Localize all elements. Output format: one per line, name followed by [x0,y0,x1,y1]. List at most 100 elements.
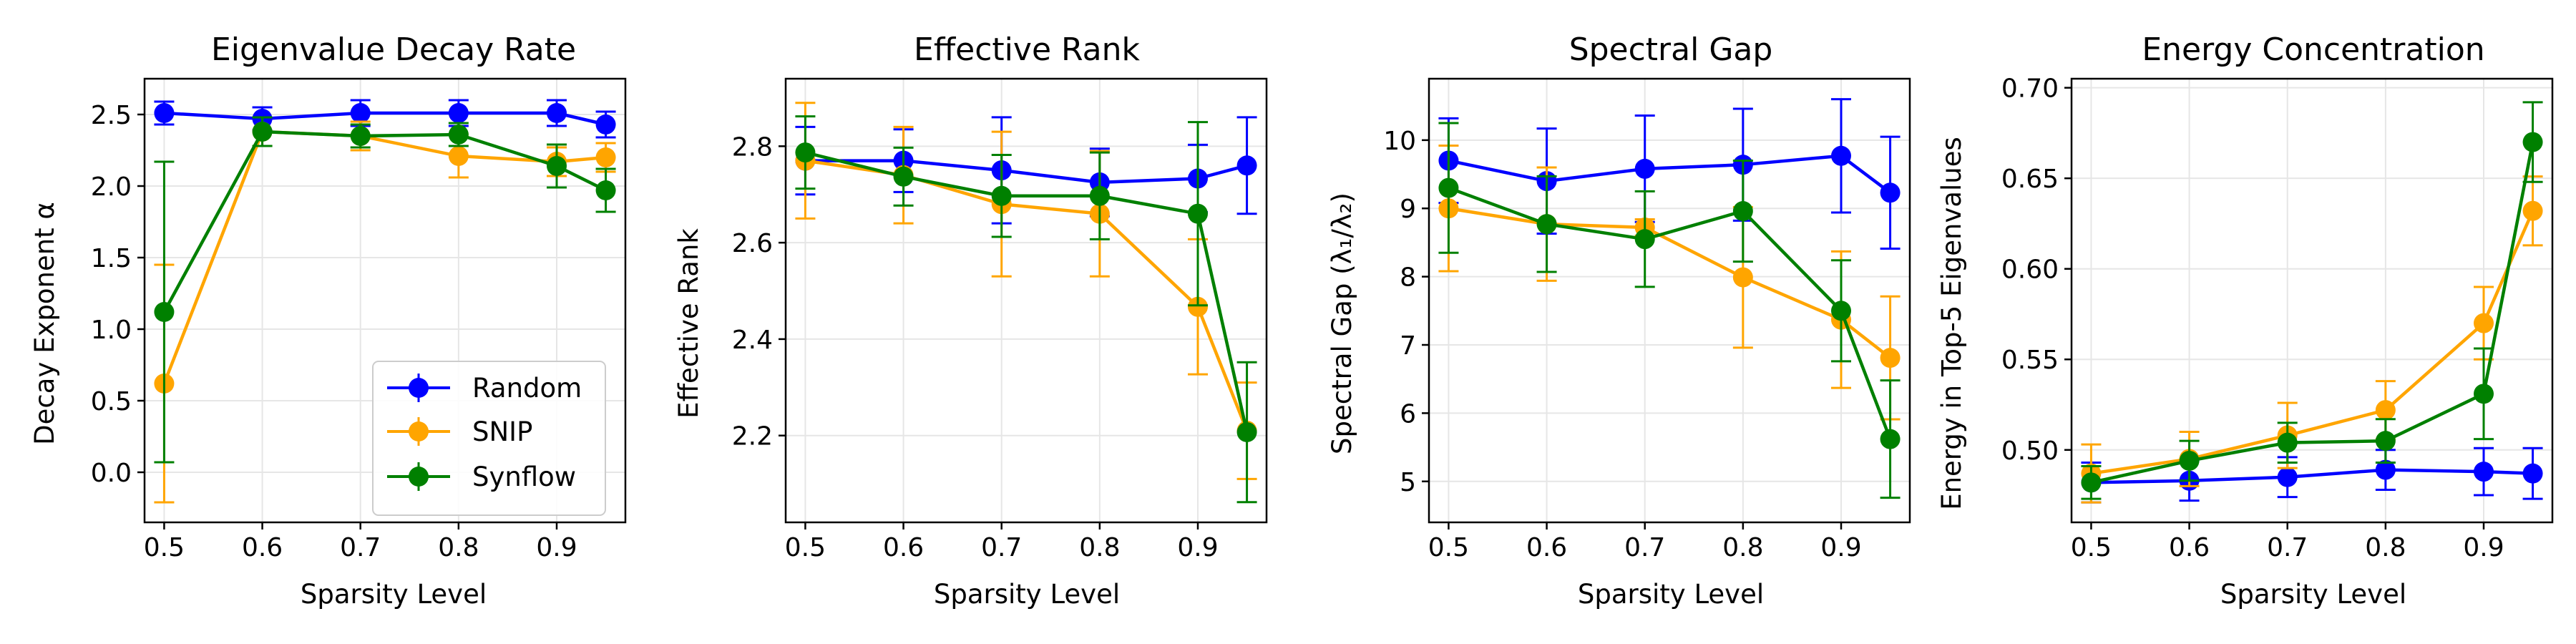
data-point [1732,201,1753,222]
data-point [1880,429,1901,449]
x-tick-label: 0.7 [1624,533,1665,562]
y-tick-label: 2.6 [732,229,773,258]
y-tick-label: 9 [1400,195,1416,224]
axes-frame [784,77,1268,524]
plot-area: 0.5 0.6 0.7 0.8 0.9 5 6 7 8 9 10 [1383,77,1911,562]
series-synflow [1438,122,1901,499]
y-tick-label: 2.8 [732,132,773,162]
data-point [2375,459,2396,480]
legend-label: Synflow [472,462,576,492]
axes-frame [143,77,627,524]
data-point [2375,400,2396,421]
y-tick-label: 8 [1400,263,1416,293]
data-point [2474,384,2494,404]
y-tick-label: 2.0 [91,172,132,202]
legend-marker [409,378,429,398]
data-point [1880,182,1901,203]
data-point [1732,267,1753,288]
y-tick-label: 0.0 [91,459,132,488]
x-tick-label: 0.7 [2267,533,2308,562]
data-point [2277,467,2298,487]
x-tick-label: 0.8 [2365,533,2406,562]
x-tick-label: 0.6 [1526,533,1567,562]
x-tick-label: 0.9 [536,533,577,562]
legend-item-synflow: Synflow [387,462,576,492]
data-point [1188,296,1208,317]
y-axis-label: Energy in Top-5 Eigenvalues [1936,137,1967,510]
plot-area: 0.5 0.6 0.7 0.8 0.9 2.2 2.4 2.6 2.8 [732,77,1268,562]
x-tick-label: 0.5 [1428,533,1469,562]
plot-area: 0.5 0.6 0.7 0.8 0.9 0.0 0.5 1.0 1.5 2.0 2.5 [91,77,627,562]
data-point [1236,421,1257,442]
chart-title: Energy Concentration [2142,31,2484,68]
series-synflow [154,116,616,464]
y-tick-label: 5 [1400,468,1416,497]
data-point [2081,472,2102,493]
series-line [804,150,1249,433]
data-point [1634,229,1655,250]
data-point [154,302,175,322]
data-point [595,180,616,200]
legend-marker [409,421,429,441]
data-point [1634,158,1655,179]
y-tick-label: 0.65 [2001,165,2059,194]
data-point [154,103,175,123]
data-point [1438,177,1459,198]
series-line [1448,186,1892,440]
y-tick-label: 0.5 [91,387,132,416]
axes-frame [2070,77,2554,524]
chart-title: Eigenvalue Decay Rate [211,31,576,68]
data-point [547,103,567,123]
data-point [795,142,816,163]
data-point [595,114,616,135]
y-tick-label: 0.70 [2001,74,2059,104]
data-point [1831,301,1851,321]
chart-panel-1: Eigenvalue Decay Rate Sparsity Level Dec… [29,31,627,610]
data-point [1880,348,1901,369]
x-axis-label: Sparsity Level [2220,579,2406,610]
legend-item-snip: SNIP [387,416,532,447]
y-tick-label: 1.5 [91,244,132,273]
y-tick-label: 1.0 [91,316,132,345]
data-point [1236,155,1257,176]
data-point [2375,431,2396,452]
data-point [350,126,371,146]
x-tick-label: 0.5 [144,533,185,562]
series-synflow [2081,101,2543,500]
data-point [2522,200,2543,221]
x-axis-label: Sparsity Level [301,579,487,610]
series-synflow [795,115,1257,504]
x-tick-label: 0.8 [438,533,479,562]
x-tick-label: 0.6 [883,533,924,562]
y-tick-label: 7 [1400,331,1416,361]
legend: Random SNIP Synflow [372,361,606,516]
x-tick-label: 0.9 [1177,533,1218,562]
y-tick-label: 0.60 [2001,255,2059,285]
data-point [2474,462,2494,482]
chart-panel-4: Energy Concentration Sparsity Level Ener… [1936,31,2554,610]
series-line [2091,210,2534,475]
x-tick-label: 0.8 [1722,533,1763,562]
y-axis-label: Effective Rank [673,228,704,419]
data-point [1536,214,1557,235]
data-point [2474,313,2494,333]
legend-item-random: Random [387,373,582,404]
data-point [1089,185,1110,206]
y-axis-label: Spectral Gap (λ₁/λ₂) [1327,192,1357,454]
chart-panel-2: Effective Rank Sparsity Level Effective … [673,31,1268,610]
x-axis-label: Sparsity Level [1578,579,1764,610]
x-tick-label: 0.6 [2169,533,2210,562]
data-point [991,185,1012,206]
series-line [1448,207,1891,359]
data-point [595,147,616,167]
data-point [893,166,914,187]
x-tick-label: 0.9 [2463,533,2504,562]
chart-title: Spectral Gap [1569,31,1773,68]
data-point [2277,432,2298,453]
data-point [1831,145,1851,166]
x-tick-label: 0.8 [1079,533,1120,562]
x-tick-label: 0.6 [242,533,283,562]
y-tick-label: 2.4 [732,326,773,355]
data-point [2522,132,2543,152]
y-axis-label: Decay Exponent α [29,202,60,445]
